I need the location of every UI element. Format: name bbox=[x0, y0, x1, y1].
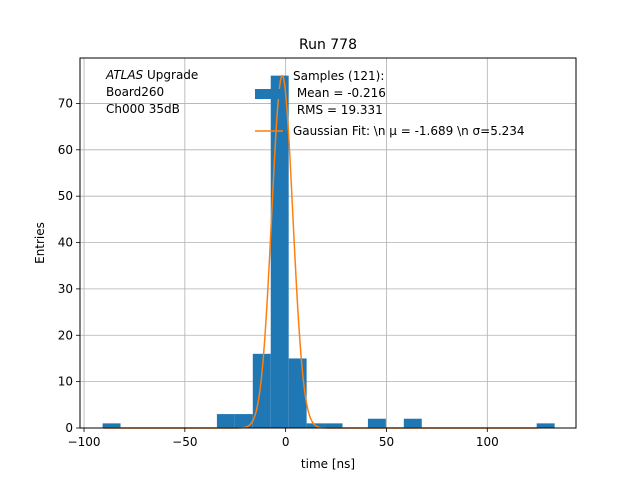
legend: Samples (121): Mean = -0.216 RMS = 19.33… bbox=[255, 69, 525, 138]
x-tick-label: 100 bbox=[476, 435, 499, 449]
x-tick-label: 0 bbox=[282, 435, 290, 449]
histogram-bar bbox=[536, 423, 555, 428]
x-tick-label: 50 bbox=[379, 435, 394, 449]
histogram-bar bbox=[102, 423, 121, 428]
legend-label-histogram: Samples (121): Mean = -0.216 RMS = 19.33… bbox=[293, 69, 386, 117]
histogram-bar bbox=[234, 414, 253, 428]
histogram-bars bbox=[102, 75, 555, 428]
legend-swatch-histogram bbox=[255, 89, 283, 99]
annotation-text: Board260 bbox=[106, 85, 164, 99]
annotation-line: Ch000 35dB bbox=[106, 102, 180, 116]
y-tick-label: 40 bbox=[58, 236, 73, 250]
legend-label-line: RMS = 19.331 bbox=[293, 103, 383, 117]
histogram-bar bbox=[216, 414, 235, 428]
chart-title: Run 778 bbox=[299, 37, 357, 53]
plot-frame bbox=[79, 57, 577, 429]
y-tick-label: 10 bbox=[58, 375, 73, 389]
annotation-text: Ch000 35dB bbox=[106, 102, 180, 116]
legend-label-line: Mean = -0.216 bbox=[293, 86, 386, 100]
x-axis-label: time [ns] bbox=[301, 457, 355, 471]
y-tick-label: 0 bbox=[65, 421, 73, 435]
histogram-bar bbox=[367, 418, 386, 428]
x-tick-label: −50 bbox=[172, 435, 197, 449]
histogram-bar bbox=[288, 358, 307, 428]
histogram-bar bbox=[324, 423, 343, 428]
x-axis-ticks: −100 −50 0 50 100 bbox=[68, 428, 499, 449]
histogram-bar bbox=[270, 75, 289, 428]
y-tick-label: 60 bbox=[58, 143, 73, 157]
atlas-annotation: ATLAS Upgrade Board260 Ch000 35dB bbox=[105, 68, 198, 116]
y-axis-label: Entries bbox=[33, 222, 47, 264]
annotation-italic-text: ATLAS bbox=[105, 68, 144, 82]
annotation-line: Board260 bbox=[106, 85, 164, 99]
histogram-bar bbox=[403, 418, 422, 428]
y-tick-label: 70 bbox=[58, 96, 73, 110]
annotation-line: ATLAS Upgrade bbox=[105, 68, 198, 82]
annotation-text: Upgrade bbox=[143, 68, 198, 82]
histogram-bar bbox=[252, 353, 271, 428]
y-axis-ticks: 0 10 20 30 40 50 60 70 bbox=[58, 96, 80, 435]
y-tick-label: 20 bbox=[58, 328, 73, 342]
y-tick-label: 30 bbox=[58, 282, 73, 296]
legend-label-gaussian: Gaussian Fit: \n μ = -1.689 \n σ=5.234 bbox=[293, 124, 525, 138]
y-tick-label: 50 bbox=[58, 189, 73, 203]
legend-label-line: Samples (121): bbox=[293, 69, 384, 83]
x-tick-label: −100 bbox=[68, 435, 101, 449]
